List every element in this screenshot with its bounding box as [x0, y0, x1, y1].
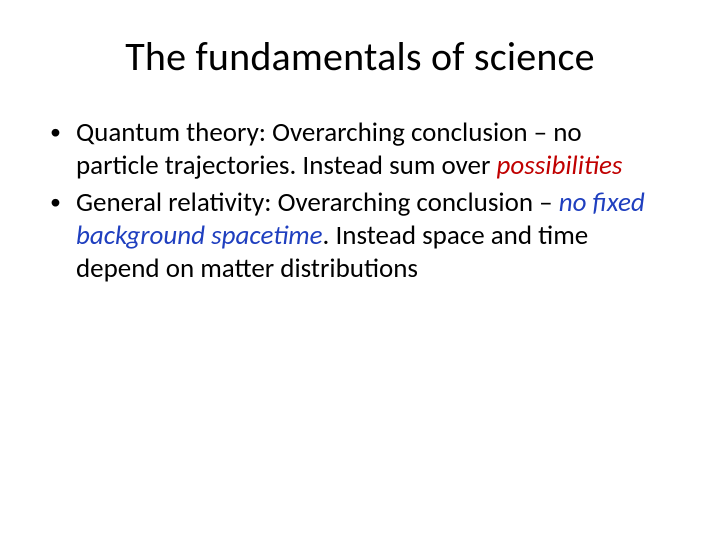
slide: The fundamentals of science Quantum theo…: [0, 0, 720, 540]
bullet-list: Quantum theory: Overarching conclusion –…: [48, 117, 672, 286]
slide-title: The fundamentals of science: [48, 32, 672, 81]
list-item: Quantum theory: Overarching conclusion –…: [48, 117, 664, 183]
list-item: General relativity: Overarching conclusi…: [48, 187, 664, 286]
bullet-text-lead: General relativity: Overarching conclusi…: [76, 186, 559, 219]
bullet-text-emph: possibilities: [497, 149, 623, 182]
